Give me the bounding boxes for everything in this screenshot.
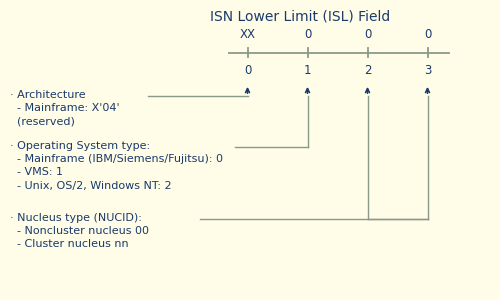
- Text: · Operating System type:
  - Mainframe (IBM/Siemens/Fujitsu): 0
  - VMS: 1
  - U: · Operating System type: - Mainframe (IB…: [10, 141, 223, 190]
- Text: · Architecture
  - Mainframe: X'04'
  (reserved): · Architecture - Mainframe: X'04' (reser…: [10, 90, 120, 126]
- Text: 0: 0: [364, 28, 371, 41]
- Text: 3: 3: [424, 64, 431, 77]
- Text: XX: XX: [240, 28, 256, 41]
- Text: 0: 0: [304, 28, 311, 41]
- Text: ISN Lower Limit (ISL) Field: ISN Lower Limit (ISL) Field: [210, 9, 390, 23]
- Text: 0: 0: [244, 64, 251, 77]
- Text: 0: 0: [424, 28, 431, 41]
- Text: 1: 1: [304, 64, 311, 77]
- Text: 2: 2: [364, 64, 371, 77]
- Text: · Nucleus type (NUCID):
  - Noncluster nucleus 00
  - Cluster nucleus nn: · Nucleus type (NUCID): - Noncluster nuc…: [10, 213, 149, 249]
